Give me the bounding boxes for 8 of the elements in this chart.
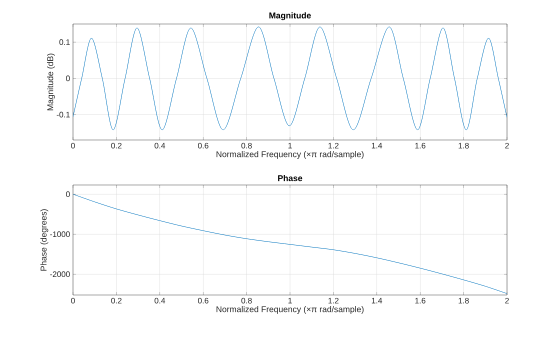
y-axis-title: Phase (degrees)	[40, 209, 48, 271]
x-axis-title: Normalized Frequency (×π rad/sample)	[216, 151, 364, 159]
line-series	[73, 194, 508, 294]
y-axis-title: Magnitude (dB)	[47, 54, 55, 110]
chart-title: Phase	[278, 174, 302, 182]
chart-title: Magnitude	[269, 12, 311, 20]
x-axis-title: Normalized Frequency (×π rad/sample)	[216, 306, 364, 314]
line-series	[73, 26, 508, 130]
